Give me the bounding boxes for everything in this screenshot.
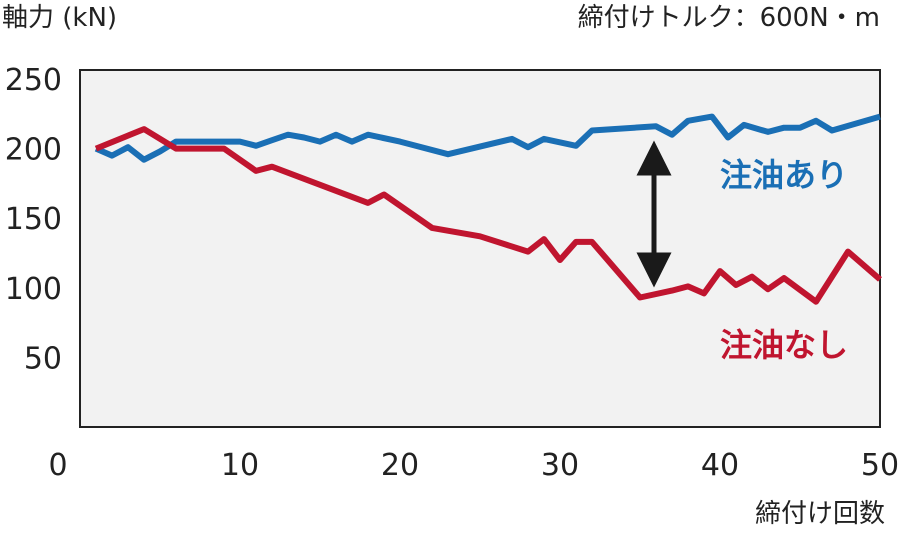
y-ticks: 50 100 150 200 250 [5, 63, 62, 376]
x-tick-label: 50 [861, 448, 899, 483]
x-tick-label: 30 [541, 448, 579, 483]
series-line-unoiled [94, 126, 882, 305]
y-tick-label: 150 [5, 202, 62, 237]
plot-area [79, 69, 881, 428]
x-tick-label: 40 [701, 448, 739, 483]
x-tick-label: 20 [381, 448, 419, 483]
y-tick-label: 200 [5, 133, 62, 168]
y-tick-label: 100 [5, 272, 62, 307]
x-ticks: 0 10 20 30 40 50 [48, 448, 899, 483]
y-tick-label: 250 [5, 63, 62, 98]
series-label-unoiled: 注油なし [720, 326, 848, 364]
y-tick-label: 50 [24, 341, 62, 376]
x-axis-label: 締付け回数 [755, 499, 885, 529]
x-tick-label: 0 [48, 448, 67, 483]
y-axis-label: 軸力 (kN) [2, 3, 117, 33]
series-line-oiled [94, 113, 881, 163]
chart-subtitle: 締付けトルク：600N・m [578, 3, 880, 33]
series-label-oiled: 注油あり [720, 156, 848, 194]
series-lines [94, 113, 882, 305]
x-tick-label: 10 [221, 448, 259, 483]
